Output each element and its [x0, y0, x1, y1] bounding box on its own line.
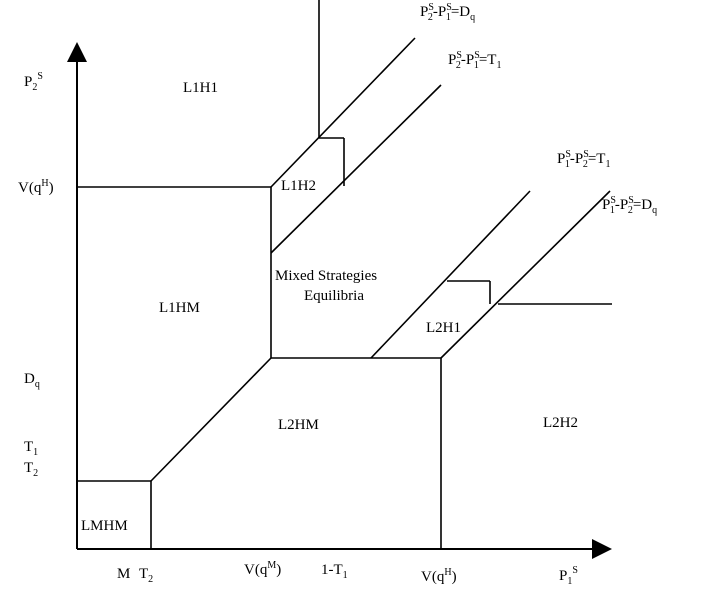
- x-tick-vqm: V(qM): [244, 560, 281, 578]
- boundary-diagonal-l1hm-l2hm: [150, 357, 272, 482]
- line-p1-minus-p2-t1: [370, 190, 531, 359]
- region-l1hm: L1HM: [159, 300, 200, 316]
- line-p1-minus-p2-dq: [440, 190, 611, 359]
- region-lmhm: LMHM: [81, 518, 128, 534]
- x-axis-arrowhead: [592, 539, 612, 559]
- y-axis-title: P2S: [24, 71, 43, 93]
- region-l1h1: L1H1: [183, 80, 218, 96]
- label-p1-minus-p2-t1: PS 1-PS 2=T1: [557, 149, 610, 170]
- y-axis-arrowhead: [67, 42, 87, 62]
- y-tick-t2: T2: [24, 460, 38, 479]
- x-axis-title: P1S: [559, 565, 578, 587]
- y-tick-t1: T1: [24, 439, 38, 458]
- x-tick-t2: T2: [139, 566, 153, 585]
- y-tick-vqh: V(qH): [18, 178, 54, 196]
- region-l2hm: L2HM: [278, 417, 319, 433]
- x-tick-m: M: [117, 566, 130, 582]
- region-mixed-line2: Equilibria: [304, 288, 364, 304]
- label-p2-minus-p1-t1: PS 2-PS 1=T1: [448, 50, 501, 71]
- region-l1h2: L1H2: [281, 178, 316, 194]
- region-l2h1: L2H1: [426, 320, 461, 336]
- x-tick-1-t1: 1-T1: [321, 562, 348, 581]
- y-tick-dq: Dq: [24, 371, 40, 390]
- region-mixed-line1: Mixed Strategies: [275, 268, 377, 284]
- line-p2-minus-p1-t1: [270, 84, 442, 254]
- line-p2-minus-p1-dq: [270, 37, 416, 188]
- region-l2h2: L2H2: [543, 415, 578, 431]
- label-p1-minus-p2-dq: PS 1-PS 2=Dq: [602, 195, 657, 216]
- x-tick-vqh: V(qH): [421, 567, 457, 585]
- label-p2-minus-p1-dq: PS 2-PS 1=Dq: [420, 2, 475, 23]
